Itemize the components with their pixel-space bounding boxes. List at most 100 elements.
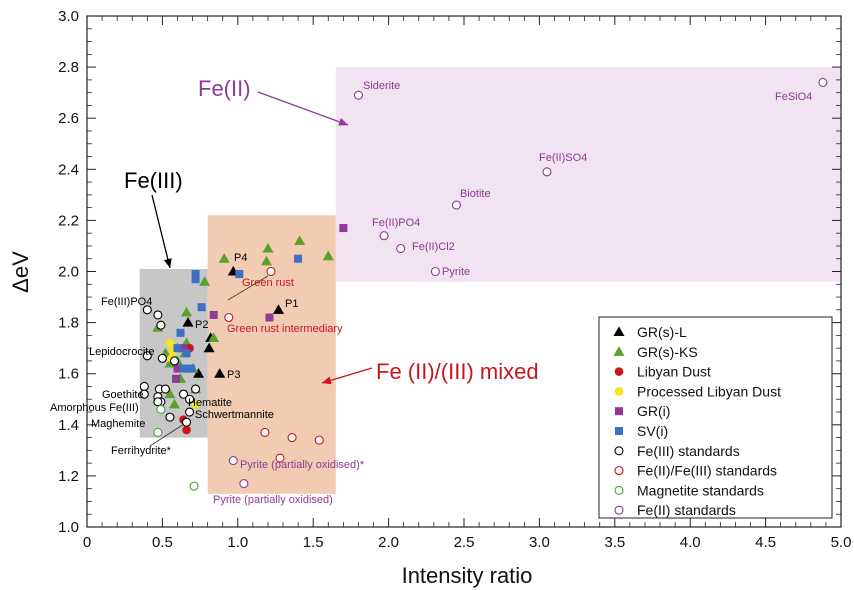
point-gr-s-ks — [168, 398, 180, 409]
legend-marker — [614, 466, 624, 476]
point-fe-iii-standards — [169, 356, 180, 366]
label-siderite: Siderite — [363, 80, 400, 92]
arrow-fe-iii-head — [163, 258, 172, 268]
arrow-fe-ii — [257, 91, 349, 126]
point-sv-i — [235, 270, 244, 279]
y-axis-label: ΔeV — [8, 251, 33, 293]
label-green-rust: Green rust — [242, 277, 294, 289]
point-sv-i — [191, 275, 200, 284]
label-pyrite-partially-oxidised: Pyrite (partially oxidised) — [213, 494, 333, 506]
point-gr-s-l — [182, 316, 194, 327]
legend-marker — [613, 346, 625, 356]
point-fe-ii-fe-iii-standards — [314, 435, 324, 445]
point-fe-iii-standards — [142, 305, 152, 315]
y-tick-label: 2.2 — [58, 212, 79, 229]
point-gr-i — [179, 344, 188, 353]
point-sv-i — [187, 364, 196, 373]
point-gr-s-ks — [260, 255, 272, 266]
point-fe-iii-standards — [139, 389, 149, 399]
legend-marker — [615, 427, 623, 435]
point-gr-s-ks — [262, 242, 274, 253]
point-fe-ii-standards — [353, 90, 363, 100]
point-fe-iii-standards — [184, 394, 195, 404]
legend-label: Magnetite standards — [637, 482, 764, 498]
point-fe-ii-standards — [396, 243, 406, 254]
point-fe-iii-standards — [165, 412, 175, 422]
y-tick-label: 1.0 — [58, 519, 79, 536]
point-fe-ii-fe-iii-standards — [287, 433, 297, 443]
label-p2: P2 — [195, 319, 208, 331]
region-1 — [207, 215, 336, 494]
point-fe-iii-standards — [142, 351, 152, 361]
legend-marker — [615, 407, 623, 416]
point-sv-i — [197, 303, 206, 312]
arrow-mixed-head — [322, 376, 332, 385]
point-fe-ii-fe-iii-standards — [275, 453, 285, 463]
pointer-ferrihydrite — [149, 423, 185, 447]
label-fe-iii-po4: Fe(III)PO4 — [101, 296, 152, 308]
arrow-fe-ii-head — [338, 118, 348, 126]
x-tick-label: 4.0 — [680, 534, 701, 551]
legend-marker — [614, 387, 624, 396]
label-maghemite: Maghemite — [91, 418, 145, 430]
label-fe-ii-so4: Fe(II)SO4 — [539, 152, 587, 164]
point-fe-ii-standards — [430, 266, 440, 277]
legend-marker — [613, 326, 625, 337]
point-fe-ii-standards — [228, 456, 238, 466]
legend-marker — [614, 505, 624, 515]
point-fe-iii-standards — [153, 397, 163, 407]
x-tick-label: 0 — [83, 534, 91, 551]
point-gr-s-l — [214, 368, 226, 378]
point-gr-i — [339, 224, 348, 233]
legend-label: SV(i) — [637, 423, 668, 439]
region-2 — [335, 67, 841, 282]
label-schwertmannite: Schwertmannite — [195, 409, 274, 421]
point-fe-iii-standards — [156, 320, 166, 330]
label-green-rust-intermediary: Green rust intermediary — [227, 323, 343, 335]
y-tick-label: 3.0 — [58, 8, 79, 25]
point-magnetite-standards — [156, 404, 166, 415]
label-fesio4: FeSiO4 — [775, 91, 812, 103]
point-fe-ii-standards — [818, 77, 828, 87]
point-processed-libyan-dust — [165, 338, 175, 348]
label-pyrite: Pyrite — [442, 266, 470, 278]
point-fe-iii-standards — [157, 353, 167, 363]
legend-label: GR(i) — [637, 403, 670, 419]
legend: GR(s)-L GR(s)-KS Libyan Dust Processed Liby… — [598, 316, 833, 519]
point-fe-iii-standards — [191, 384, 201, 394]
legend-box — [598, 316, 833, 519]
point-fe-iii-standards — [178, 389, 189, 399]
legend-marker — [614, 446, 624, 456]
data-marks — [139, 77, 828, 491]
legend-label: Fe(II)/Fe(III) standards — [637, 463, 777, 479]
point-gr-i — [173, 364, 182, 373]
point-magnetite-standards — [153, 427, 163, 438]
point-gr-s-ks — [199, 276, 211, 286]
label-p3: P3 — [227, 369, 240, 381]
legend-label: Fe(III) standards — [637, 443, 740, 459]
arrow-fe-iii — [151, 194, 171, 269]
x-tick-label: 2.5 — [454, 534, 475, 551]
x-tick-label: 4.5 — [755, 534, 776, 551]
label-p4: P4 — [234, 252, 247, 264]
y-tick-label: 1.6 — [58, 366, 79, 383]
x-tick-label: 3.0 — [529, 534, 550, 551]
label-fe-ii-po4: Fe(II)PO4 — [372, 217, 420, 229]
point-gr-i — [265, 313, 274, 322]
point-processed-libyan-dust — [191, 400, 200, 409]
point-gr-s-ks — [322, 250, 334, 261]
point-sv-i — [182, 349, 191, 358]
label-ferrihydrite: Ferrihydrite* — [111, 445, 172, 457]
pointer-green-rust — [227, 275, 269, 301]
x-tick-label: 2.0 — [378, 534, 399, 551]
legend-marker — [614, 367, 624, 376]
x-tick-label: 1.0 — [227, 534, 248, 551]
point-fe-ii-fe-iii-standards — [224, 312, 234, 323]
y-tick-label: 1.8 — [58, 315, 79, 332]
point-gr-s-ks — [208, 332, 220, 342]
point-gr-s-l — [272, 304, 285, 314]
point-fe-iii-standards — [153, 310, 163, 320]
legend-label: GR(s)-KS — [637, 344, 698, 360]
point-sv-i — [179, 364, 188, 373]
